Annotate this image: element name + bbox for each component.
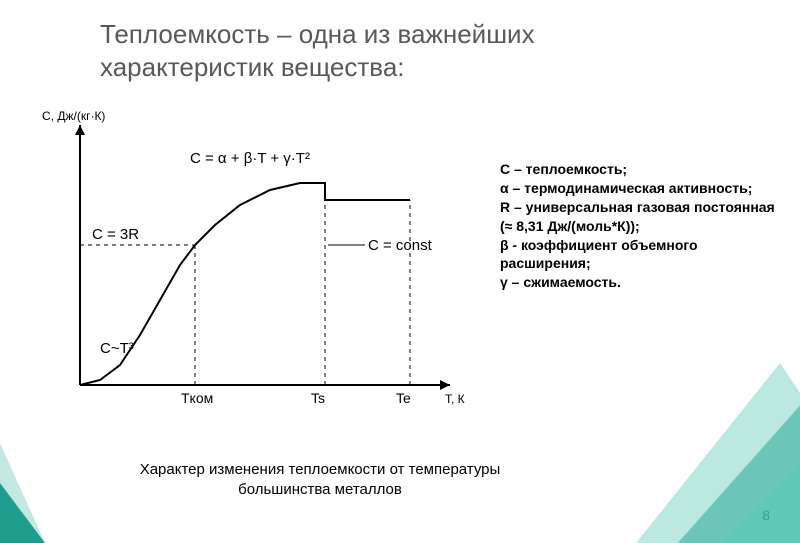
slide: Теплоемкость – одна из важнейших характе… xyxy=(0,0,800,543)
legend-block: C – теплоемкость; α – термодинамическая … xyxy=(500,160,785,292)
chart-svg: C, Дж/(кг·К) T, К Tком Ts Te C = 3R C~T³ C = α … xyxy=(20,105,490,435)
heat-capacity-chart: C, Дж/(кг·К) T, К Tком Ts Te C = 3R C~T³ C = α … xyxy=(20,105,490,435)
svg-text:C = α + β·T + γ·T²: C = α + β·T + γ·T² xyxy=(190,150,310,167)
svg-text:C = const: C = const xyxy=(368,237,433,254)
legend-line-beta: β - коэффициент объемного расширения; xyxy=(500,236,785,274)
svg-text:T, К: T, К xyxy=(445,392,465,406)
legend-line-alpha: α – термодинамическая активность; xyxy=(500,179,785,198)
svg-text:C, Дж/(кг·К): C, Дж/(кг·К) xyxy=(42,109,105,123)
svg-text:Ts: Ts xyxy=(311,390,325,406)
chart-caption: Характер изменения теплоемкости от темпе… xyxy=(120,460,520,499)
legend-line-r: R – универсальная газовая постоянная (≈ … xyxy=(500,198,785,236)
svg-text:Tком: Tком xyxy=(181,390,213,406)
legend-line-gamma: γ – сжимаемость. xyxy=(500,273,785,292)
svg-text:Te: Te xyxy=(396,390,411,406)
svg-text:C = 3R: C = 3R xyxy=(92,226,139,243)
decoration-bottom-right xyxy=(620,343,800,543)
svg-text:C~T³: C~T³ xyxy=(100,340,134,357)
decoration-bottom-left xyxy=(0,483,45,543)
slide-title: Теплоемкость – одна из важнейших характе… xyxy=(100,18,700,83)
legend-line-c: C – теплоемкость; xyxy=(500,160,785,179)
